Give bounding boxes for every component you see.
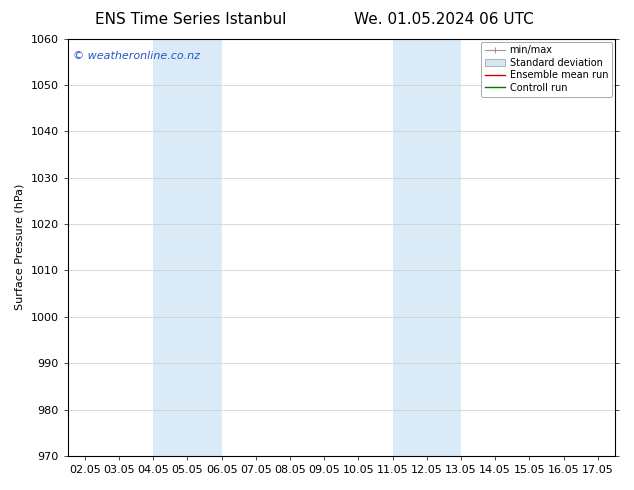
Bar [392, 39, 461, 456]
Legend: min/max, Standard deviation, Ensemble mean run, Controll run: min/max, Standard deviation, Ensemble me… [481, 42, 612, 97]
Text: © weatheronline.co.nz: © weatheronline.co.nz [73, 51, 200, 61]
Text: We. 01.05.2024 06 UTC: We. 01.05.2024 06 UTC [354, 12, 534, 27]
Bar [153, 39, 222, 456]
Y-axis label: Surface Pressure (hPa): Surface Pressure (hPa) [15, 184, 25, 311]
Text: ENS Time Series Istanbul: ENS Time Series Istanbul [94, 12, 286, 27]
